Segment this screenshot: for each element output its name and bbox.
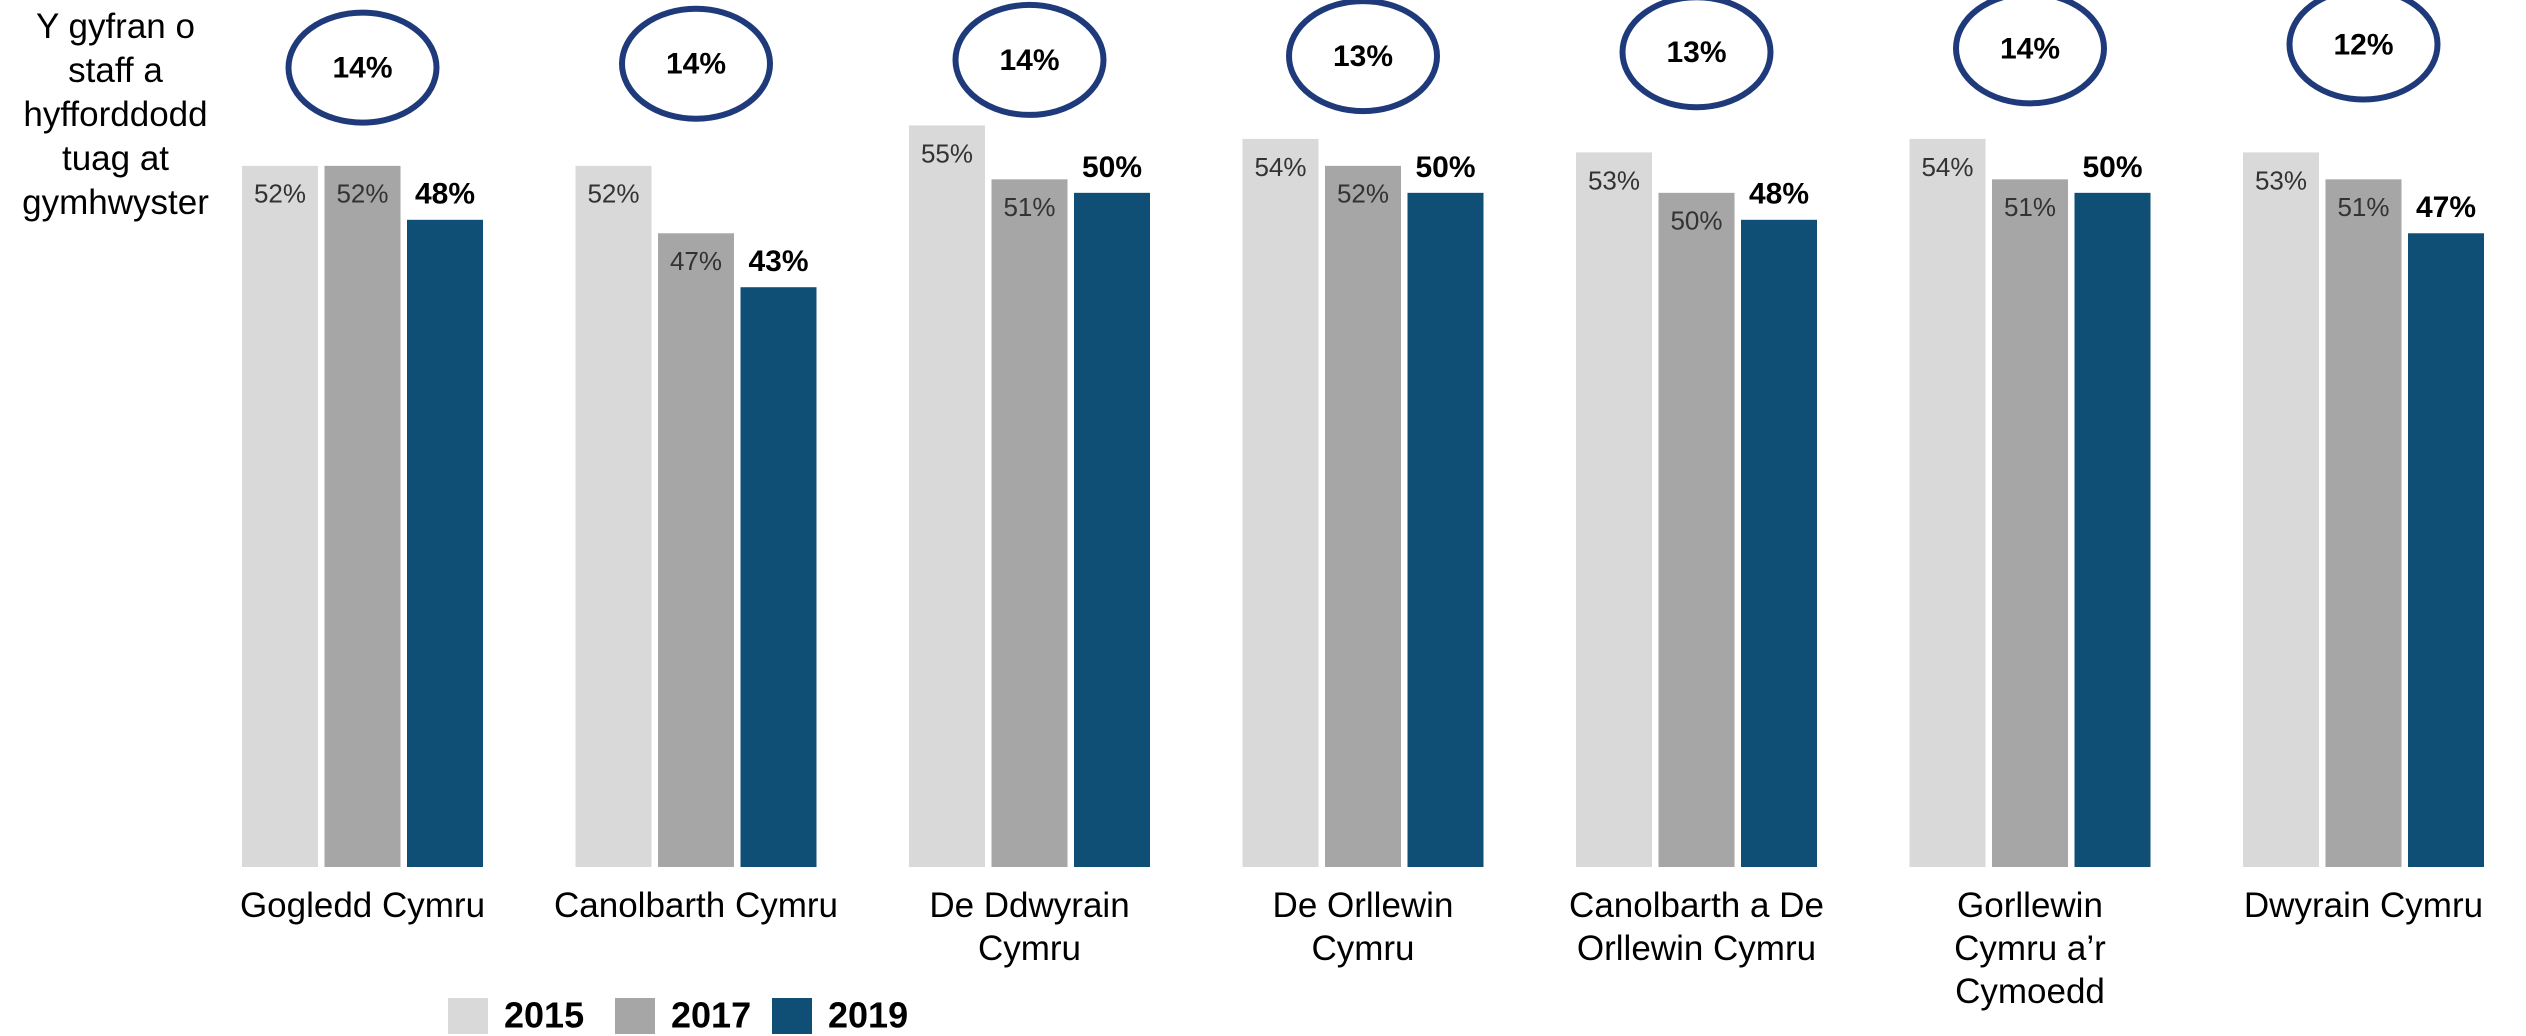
annotation-label: 13% (1666, 36, 1726, 69)
value-label: 55% (921, 138, 973, 168)
x-tick-label: Canolbarth Cymru (554, 886, 838, 925)
x-tick-label: Dwyrain Cymru (2243, 886, 2484, 925)
annotation-label: 14% (2000, 32, 2060, 65)
bar (2243, 152, 2319, 868)
value-label: 51% (2004, 192, 2056, 222)
bar (1741, 219, 1817, 868)
value-label: 47% (670, 246, 722, 276)
bar (2325, 179, 2402, 868)
bar (575, 165, 652, 867)
bar (1576, 152, 1652, 868)
value-label: 43% (748, 245, 808, 278)
legend-swatch (772, 998, 812, 1034)
value-label: 48% (1749, 178, 1809, 211)
legend-label: 2019 (828, 995, 908, 1036)
annotation-label: 14% (666, 48, 726, 81)
value-label: 51% (2337, 192, 2389, 222)
annotation-label: 14% (999, 44, 1059, 77)
bar (1909, 138, 1986, 867)
value-label: 50% (1415, 151, 1475, 184)
annotation-circle (619, 5, 773, 122)
bar (909, 125, 985, 867)
value-label: 52% (336, 179, 388, 209)
annotation-label: 12% (2333, 28, 2393, 61)
bar (658, 233, 734, 868)
annotation-label: 14% (332, 52, 392, 85)
bar (324, 165, 401, 867)
value-label: 50% (2082, 151, 2142, 184)
annotation-circle (1619, 0, 1774, 111)
legend-label: 2015 (504, 995, 584, 1036)
bar (1992, 179, 2068, 868)
value-label: 53% (2255, 165, 2307, 195)
bar (407, 219, 483, 868)
value-label: 54% (1254, 152, 1306, 182)
bar (1407, 192, 1484, 868)
annotation-circle (1953, 0, 2107, 107)
annotation-circle (952, 1, 1107, 118)
value-label: 50% (1082, 151, 1142, 184)
value-label: 48% (415, 178, 475, 211)
bar (2074, 192, 2151, 868)
value-label: 51% (1003, 192, 1055, 222)
x-tick-label: De Ddwyrain Cymru (929, 886, 1130, 968)
bar (242, 165, 318, 867)
legend-swatch (615, 998, 655, 1034)
x-tick-label: Gogledd Cymru (239, 886, 486, 925)
bar (1242, 138, 1319, 867)
bar (991, 179, 1068, 868)
x-tick-label: De Orllewin Cymru (1272, 886, 1454, 968)
bar (1658, 192, 1735, 868)
bar (740, 287, 817, 867)
value-label: 50% (1670, 206, 1722, 236)
value-label: 47% (2416, 191, 2476, 224)
value-label: 52% (587, 179, 639, 209)
y-label: Y gyfran o staff a hyfforddodd tuag at g… (22, 7, 209, 222)
bar (1074, 192, 1150, 868)
value-label: 52% (1337, 179, 1389, 209)
annotation-circle (2286, 0, 2441, 103)
value-label: 54% (1921, 152, 1973, 182)
value-label: 53% (1588, 165, 1640, 195)
annotation-circle (285, 9, 440, 126)
bar (2408, 233, 2484, 868)
annotation-label: 13% (1333, 40, 1393, 73)
value-label: 52% (254, 179, 306, 209)
x-tick-label: Canolbarth a De Orllewin Cymru (1569, 886, 1824, 968)
annotation-circle (1286, 0, 1440, 115)
legend-label: 2017 (671, 995, 751, 1036)
bar (1325, 165, 1401, 867)
legend-swatch (448, 998, 488, 1034)
x-tick-label: Gorllewin Cymru a’r Cymoedd (1954, 886, 2106, 1011)
